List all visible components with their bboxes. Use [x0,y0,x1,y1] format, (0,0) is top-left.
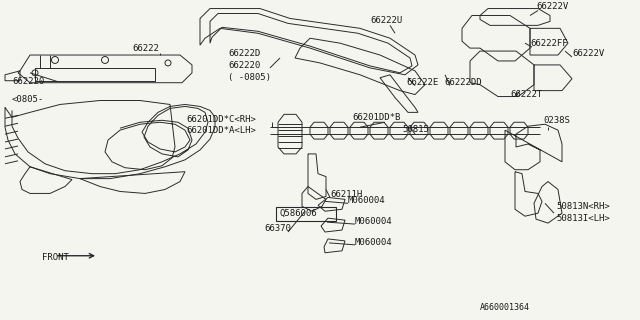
Bar [276,207,336,221]
Text: 66370: 66370 [264,224,291,233]
Text: 66222D: 66222D [228,49,260,58]
Text: M060004: M060004 [355,238,392,247]
Text: FRONT: FRONT [42,253,69,262]
Text: 50813I<LH>: 50813I<LH> [556,214,610,223]
Text: 66222: 66222 [132,44,159,53]
Text: 66222E: 66222E [406,78,438,87]
Text: 66222FF: 66222FF [530,39,568,48]
Text: 50815: 50815 [402,125,429,134]
Text: ( -0805): ( -0805) [228,73,271,82]
Text: M060004: M060004 [355,217,392,226]
Text: 662220: 662220 [228,61,260,70]
Text: 66222V: 66222V [536,2,568,11]
Text: 66201DD*A<LH>: 66201DD*A<LH> [186,126,256,135]
Text: 66222V: 66222V [572,49,604,58]
Text: <0805-: <0805- [12,95,44,104]
Text: 66201DD*C<RH>: 66201DD*C<RH> [186,115,256,124]
Text: 66211H: 66211H [330,190,362,199]
Text: 66201DD*B: 66201DD*B [352,113,401,122]
Text: 50813N<RH>: 50813N<RH> [556,202,610,211]
Text: 0238S: 0238S [543,116,570,125]
Text: Q586006: Q586006 [279,209,317,218]
Text: 66222U: 66222U [370,16,403,25]
Text: A660001364: A660001364 [480,303,530,312]
Text: 66222T: 66222T [510,90,542,99]
Text: 66222DD: 66222DD [444,78,482,87]
Text: 662220: 662220 [12,77,44,86]
Text: M060004: M060004 [348,196,386,205]
